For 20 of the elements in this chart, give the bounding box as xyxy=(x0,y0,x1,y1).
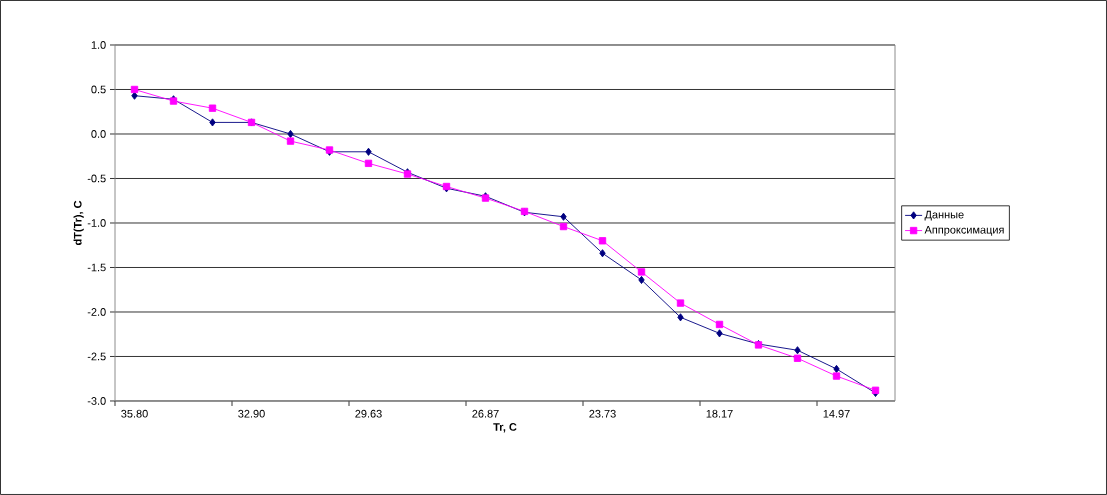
x-tick-label: 18.17 xyxy=(706,409,733,418)
legend-label: Аппроксимация xyxy=(924,225,1004,236)
y-tick-label: -1.0 xyxy=(87,219,106,227)
y-tick-label: -2.0 xyxy=(87,308,106,316)
x-tick-label: 23.73 xyxy=(589,409,616,418)
y-tick-label: -1.5 xyxy=(87,263,106,272)
x-tick-label: 26.87 xyxy=(472,409,499,418)
x-tick-label: 32.90 xyxy=(238,409,265,418)
legend-label: Данные xyxy=(924,210,964,221)
y-tick-label: -3.0 xyxy=(87,397,106,405)
x-tick-label: 14.97 xyxy=(823,409,850,418)
y-tick-label: 0.0 xyxy=(91,130,106,138)
x-tick-label: 35.80 xyxy=(121,409,148,418)
y-tick-label: 0.5 xyxy=(91,85,106,94)
y-tick-label: -0.5 xyxy=(87,174,106,183)
y-axis-title: dT(Tr), C xyxy=(73,200,84,246)
y-tick-label: 1.0 xyxy=(91,41,106,49)
x-axis-title: Tr, C xyxy=(493,423,517,433)
y-tick-label: -2.5 xyxy=(87,352,106,361)
x-tick-label: 29.63 xyxy=(355,409,382,418)
